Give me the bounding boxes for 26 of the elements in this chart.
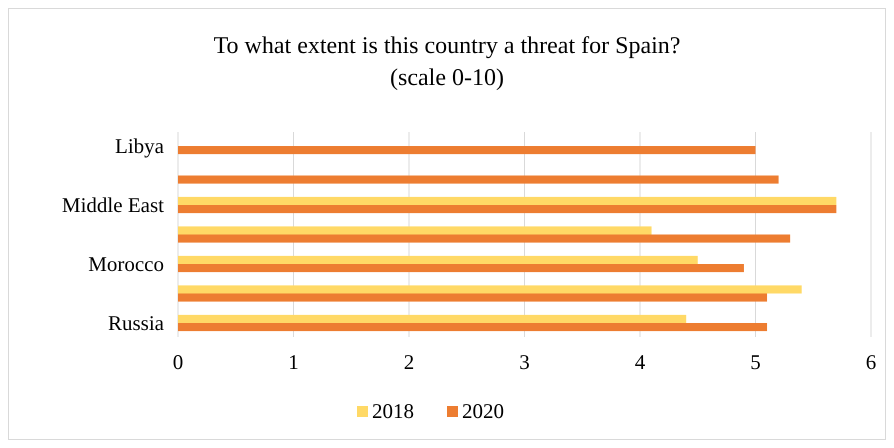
legend-label: 2020 bbox=[462, 399, 504, 423]
bar bbox=[178, 176, 779, 184]
x-tick-label: 0 bbox=[172, 350, 184, 374]
x-tick-label: 3 bbox=[519, 350, 530, 374]
bar bbox=[178, 322, 768, 332]
y-tick-label: Russia bbox=[108, 310, 165, 335]
y-tick-label: Libya bbox=[115, 134, 165, 158]
x-tick-label: 1 bbox=[288, 350, 299, 374]
bar bbox=[178, 226, 652, 234]
bar bbox=[178, 314, 686, 323]
bar bbox=[178, 234, 790, 243]
bar bbox=[178, 146, 756, 154]
x-tick-label: 2 bbox=[404, 350, 414, 374]
legend-label: 2018 bbox=[372, 399, 414, 423]
bar bbox=[178, 293, 768, 302]
y-tick-label: Morocco bbox=[88, 252, 164, 276]
x-tick-label: 6 bbox=[866, 350, 876, 374]
bar bbox=[178, 264, 744, 272]
y-tick-label: Middle East bbox=[62, 193, 164, 218]
x-tick-label: 5 bbox=[750, 350, 761, 374]
chart-title: To what extent is this country a threat for Spain? (scale 0-10) bbox=[214, 33, 680, 91]
bar bbox=[178, 205, 836, 214]
bar bbox=[178, 285, 802, 294]
bar bbox=[178, 256, 698, 264]
bar bbox=[178, 196, 836, 206]
x-tick-label: 4 bbox=[634, 350, 646, 374]
